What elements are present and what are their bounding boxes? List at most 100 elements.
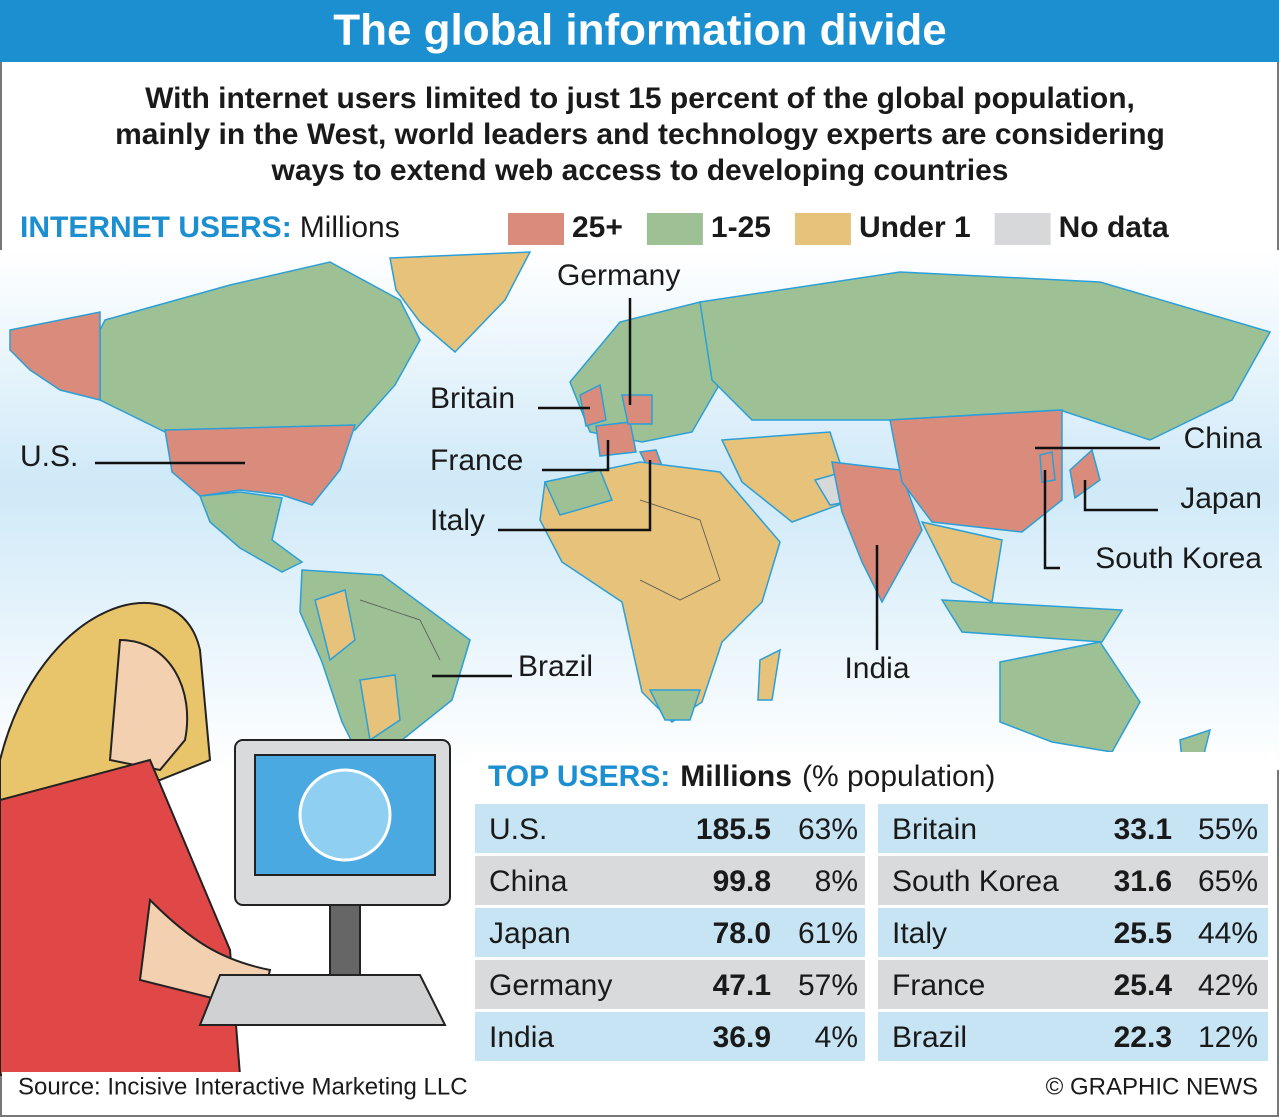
legend-label: 1-25 bbox=[711, 211, 771, 244]
row-percent: 61% bbox=[798, 917, 858, 950]
callout-line bbox=[498, 460, 652, 532]
south-korea bbox=[1039, 451, 1056, 483]
row-percent: 57% bbox=[798, 969, 858, 1002]
greenland bbox=[389, 251, 532, 354]
row-users: 99.8 bbox=[713, 865, 771, 898]
southeast-asia bbox=[920, 520, 1003, 604]
country-label: India bbox=[844, 652, 909, 685]
germany bbox=[621, 394, 653, 425]
table-unit: Millions bbox=[680, 760, 792, 793]
france bbox=[595, 421, 637, 457]
north-africa bbox=[543, 469, 614, 516]
middle-east bbox=[720, 431, 853, 523]
subtitle-line: With internet users limited to just 15 p… bbox=[145, 82, 1135, 115]
row-percent: 12% bbox=[1198, 1021, 1258, 1054]
britain bbox=[579, 383, 607, 427]
legend-swatch bbox=[508, 213, 564, 245]
mexico bbox=[198, 491, 304, 573]
legend-label: No data bbox=[1059, 211, 1169, 244]
legend-label: Under 1 bbox=[859, 211, 971, 244]
africa bbox=[539, 461, 781, 723]
row-name: China bbox=[489, 865, 568, 898]
andes bbox=[314, 589, 356, 662]
table: TOP USERS: Millions (% population) U.S. 185.… bbox=[470, 752, 1275, 1070]
japan bbox=[1069, 448, 1101, 500]
subtitle-line: mainly in the West, world leaders and te… bbox=[115, 118, 1165, 151]
legend-swatch bbox=[794, 213, 851, 245]
country-label: France bbox=[430, 444, 523, 477]
row-users: 25.5 bbox=[1114, 917, 1172, 950]
legend-label: 25+ bbox=[572, 211, 623, 244]
world-map bbox=[0, 250, 1279, 792]
title: The global information divide bbox=[333, 6, 947, 55]
country-label: Japan bbox=[1180, 482, 1262, 515]
footer-bar bbox=[2, 1072, 1277, 1115]
callout-line bbox=[542, 440, 610, 472]
country-label: Brazil bbox=[518, 650, 593, 683]
southern-cone bbox=[359, 674, 401, 742]
row-users: 33.1 bbox=[1114, 813, 1172, 846]
alaska bbox=[9, 311, 101, 401]
country-label: South Korea bbox=[1095, 542, 1262, 575]
table-row bbox=[475, 804, 865, 853]
table-row bbox=[878, 856, 1268, 905]
usa bbox=[164, 424, 357, 506]
row-users: 185.5 bbox=[696, 813, 771, 846]
row-name: Italy bbox=[892, 917, 947, 950]
row-users: 25.4 bbox=[1114, 969, 1173, 1002]
credit: © GRAPHIC NEWS bbox=[1046, 1073, 1258, 1100]
south-africa bbox=[648, 689, 702, 721]
row-users: 31.6 bbox=[1114, 865, 1172, 898]
illustration bbox=[0, 601, 451, 1076]
row-percent: 8% bbox=[815, 865, 858, 898]
row-percent: 55% bbox=[1198, 813, 1258, 846]
country-label: Britain bbox=[430, 382, 515, 415]
header-bar bbox=[0, 0, 1279, 62]
row-name: U.S. bbox=[489, 813, 547, 846]
row-name: Brazil bbox=[892, 1021, 967, 1054]
row-name: Britain bbox=[892, 813, 977, 846]
row-name: France bbox=[892, 969, 985, 1002]
china bbox=[889, 409, 1063, 533]
row-percent: 44% bbox=[1198, 917, 1258, 950]
table-row bbox=[475, 960, 865, 1009]
globe bbox=[298, 768, 392, 862]
callout-line bbox=[1083, 480, 1158, 512]
table-row bbox=[475, 856, 865, 905]
table-row bbox=[878, 804, 1268, 853]
table-note: (% population) bbox=[802, 760, 995, 793]
source: Source: Incisive Interactive Marketing L… bbox=[18, 1073, 468, 1100]
face bbox=[108, 638, 189, 772]
border bbox=[359, 599, 441, 661]
country-label: U.S. bbox=[20, 440, 78, 473]
table-title: TOP USERS: bbox=[488, 760, 670, 793]
madagascar bbox=[757, 648, 781, 701]
row-percent: 63% bbox=[798, 813, 858, 846]
row-percent: 42% bbox=[1198, 969, 1258, 1002]
border bbox=[639, 499, 721, 601]
legend-unit: Millions bbox=[300, 211, 400, 244]
subtitle-line: ways to extend web access to developing … bbox=[271, 154, 1009, 187]
legend-swatch bbox=[646, 213, 703, 245]
country-label: Italy bbox=[430, 504, 485, 537]
country-label: China bbox=[1184, 422, 1263, 455]
row-name: Germany bbox=[489, 969, 612, 1002]
row-percent: 65% bbox=[1198, 865, 1258, 898]
row-name: India bbox=[489, 1021, 554, 1054]
country-label: Germany bbox=[557, 259, 680, 292]
table-row bbox=[475, 908, 865, 957]
table-row bbox=[475, 1012, 865, 1061]
callout-line bbox=[1043, 470, 1060, 570]
table-row bbox=[878, 1012, 1268, 1061]
row-users: 78.0 bbox=[713, 917, 771, 950]
legend-swatch bbox=[994, 213, 1051, 245]
russia bbox=[699, 271, 1272, 441]
legend-title: INTERNET USERS: bbox=[20, 211, 292, 244]
row-users: 47.1 bbox=[713, 969, 771, 1002]
row-name: Japan bbox=[489, 917, 571, 950]
row-percent: 4% bbox=[815, 1021, 858, 1054]
table-row bbox=[878, 960, 1268, 1009]
table-row bbox=[878, 908, 1268, 957]
keyboard bbox=[198, 974, 447, 1026]
